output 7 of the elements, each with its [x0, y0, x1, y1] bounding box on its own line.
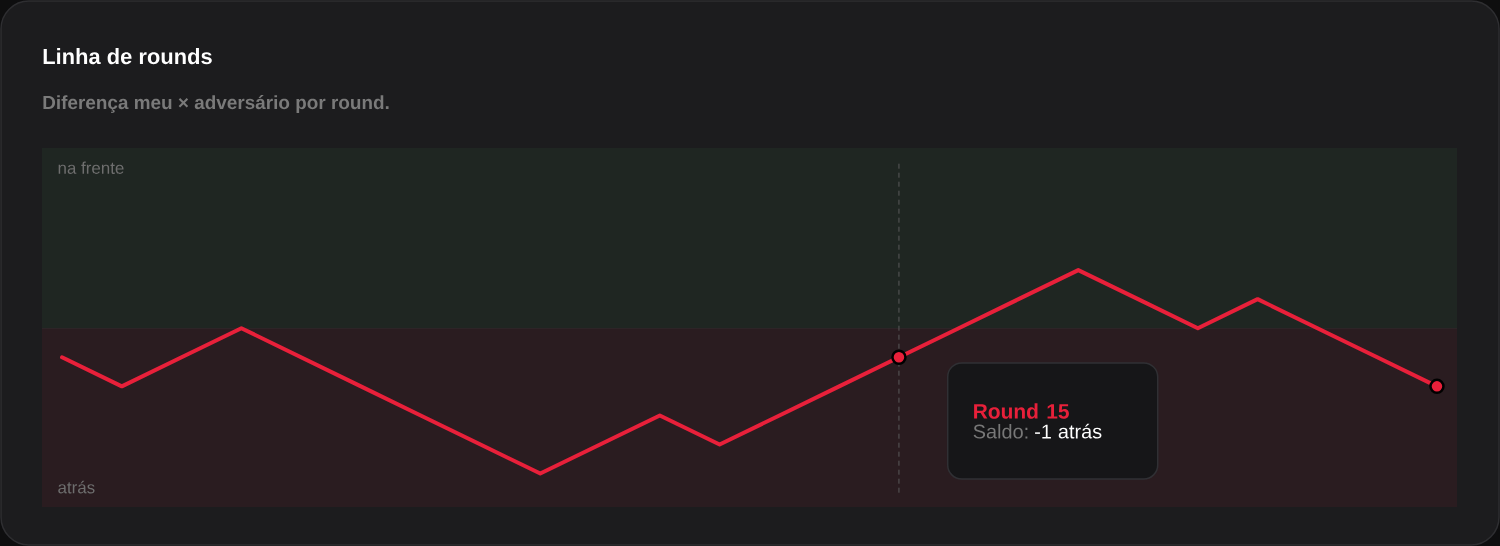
annotation: Round 15	[974, 403, 1069, 419]
annotation: Saldo:	[973, 423, 1028, 439]
annotation: -1 atrás	[1035, 423, 1102, 439]
text: atrás	[58, 480, 95, 494]
text: na frente	[58, 161, 124, 174]
chart-title: Linha de rounds	[43, 48, 212, 65]
chart-subtitle: Diferença meu × adversário por round.	[43, 95, 389, 113]
